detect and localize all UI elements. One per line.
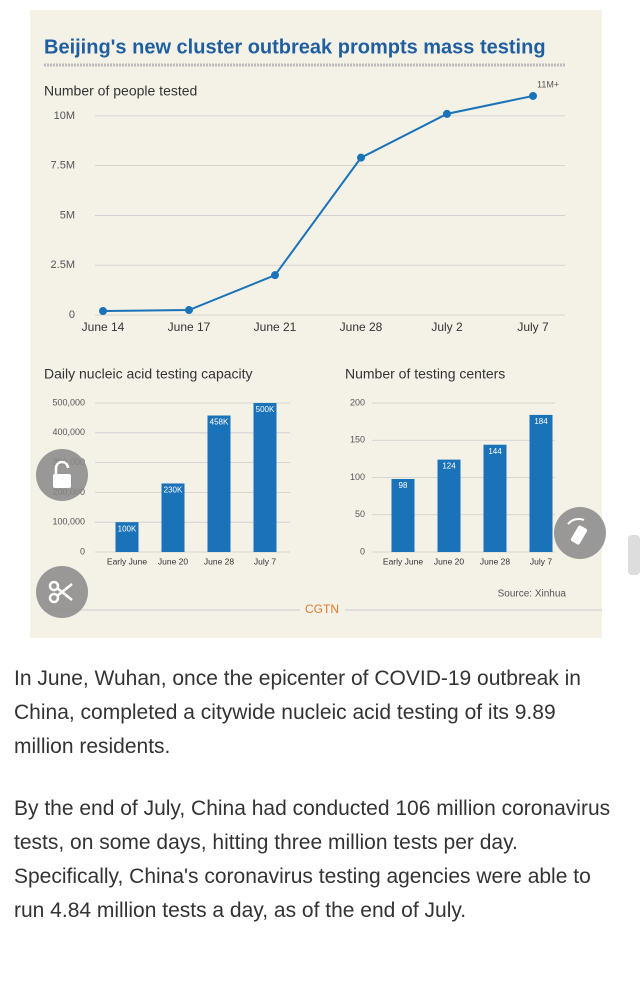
y-tick-label: 0 (80, 546, 85, 556)
infographic: Beijing's new cluster outbreak prompts m… (30, 10, 602, 638)
y-tick-label: 100 (350, 472, 365, 482)
y-tick-label: 50 (355, 509, 365, 519)
point (271, 271, 279, 280)
point (185, 306, 193, 315)
x-tick-label: July 7 (530, 556, 552, 566)
value-label: 184 (534, 417, 548, 426)
y-tick-label: 100,000 (52, 517, 85, 527)
value-label: 458K (210, 418, 229, 427)
value-label: 144 (488, 447, 502, 456)
bar (529, 414, 553, 552)
paragraph: In June, Wuhan, once the epicenter of CO… (14, 667, 581, 758)
x-tick-label: June 21 (254, 320, 297, 334)
y-tick-label: 500,000 (52, 397, 85, 407)
value-label: 124 (442, 462, 456, 471)
bar (161, 483, 185, 552)
y-tick-label: 200 (350, 397, 365, 407)
bar (437, 459, 461, 552)
x-tick-label: June 28 (204, 556, 235, 566)
chart-title: Number of testing centers (345, 366, 505, 382)
headline: Beijing's new cluster outbreak prompts m… (44, 36, 546, 58)
chart-title: Daily nucleic acid testing capacity (44, 366, 253, 382)
value-label: 500K (256, 405, 275, 414)
point (99, 307, 107, 316)
y-tick-label: 200,000 (52, 487, 85, 497)
source: Source: Xinhua (498, 589, 567, 600)
x-tick-label: July 7 (517, 320, 549, 334)
x-tick-label: July 2 (431, 320, 463, 334)
point (529, 91, 537, 100)
y-tick-label: 7.5M (51, 160, 75, 172)
x-tick-label: June 17 (168, 320, 211, 334)
value-label: 230K (164, 486, 183, 495)
y-tick-label: 150 (350, 435, 365, 445)
point (357, 153, 365, 162)
value-label: 98 (399, 481, 408, 490)
y-tick-label: 0 (69, 309, 75, 321)
x-tick-label: June 20 (434, 556, 465, 566)
y-tick-label: 400,000 (52, 427, 85, 437)
y-tick-label: 10M (54, 110, 75, 122)
value-label: 11M+ (537, 79, 559, 89)
x-tick-label: Early June (107, 556, 147, 566)
x-tick-label: Early June (383, 556, 423, 566)
paragraph: By the end of July, China had conducted … (14, 797, 611, 922)
bar (391, 478, 415, 552)
bar (483, 444, 507, 552)
x-tick-label: July 7 (254, 556, 276, 566)
bar (115, 522, 139, 552)
chart-title: Number of people tested (44, 83, 197, 99)
x-tick-label: June 14 (82, 320, 125, 334)
y-tick-label: 5M (60, 209, 75, 221)
y-tick-label: 2.5M (51, 259, 75, 271)
bar (207, 415, 231, 552)
brand: CGTN (305, 602, 339, 616)
point (443, 109, 451, 118)
value-label: 100K (118, 524, 137, 533)
bar (253, 403, 277, 552)
y-tick-label: 0 (360, 546, 365, 556)
x-tick-label: June 28 (340, 320, 383, 334)
line (102, 94, 534, 313)
x-tick-label: June 20 (158, 556, 189, 566)
y-tick-label: 300,000 (52, 457, 85, 467)
x-tick-label: June 28 (480, 556, 511, 566)
